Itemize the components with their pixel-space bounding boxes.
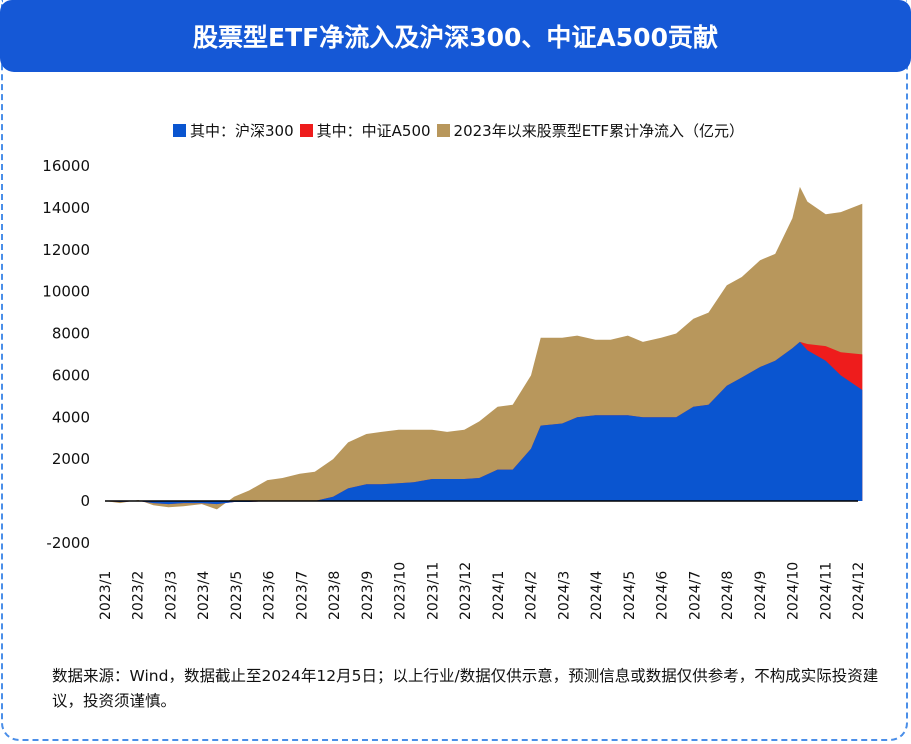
x-tick-label: 2023/3 <box>163 571 179 620</box>
legend-swatch-a500 <box>299 124 313 137</box>
legend-swatch-hs300 <box>173 124 186 137</box>
y-tick-label: 0 <box>80 492 90 510</box>
x-tick-label: 2023/1 <box>98 571 114 620</box>
x-tick-label: 2024/8 <box>720 571 736 620</box>
legend-swatch-total <box>436 124 450 137</box>
x-tick-label: 2024/5 <box>622 571 638 620</box>
legend: 其中：沪深300 其中：中证A500 2023年以来股票型ETF累计净流入（亿元… <box>0 120 911 141</box>
x-tick-label: 2024/9 <box>753 571 769 620</box>
x-tick-label: 2023/6 <box>262 571 278 620</box>
x-tick-label: 2024/12 <box>851 562 867 620</box>
x-tick-label: 2024/10 <box>786 562 802 620</box>
y-tick-label: 8000 <box>52 325 90 343</box>
y-tick-label: 10000 <box>42 283 90 301</box>
y-tick-label: 2000 <box>52 450 90 468</box>
y-tick-label: -2000 <box>46 534 90 552</box>
x-tick-label: 2023/2 <box>131 571 147 620</box>
y-tick-label: 6000 <box>52 366 90 384</box>
page-title: 股票型ETF净流入及沪深300、中证A500贡献 <box>0 0 911 72</box>
y-tick-label: 4000 <box>52 408 90 426</box>
x-tick-label: 2024/11 <box>818 562 834 620</box>
legend-label-a500: 其中：中证A500 <box>316 122 431 140</box>
x-tick-label: 2023/11 <box>425 562 441 620</box>
source-note: 数据来源：Wind，数据截止至2024年12月5日；以上行业/数据仅供示意，预测… <box>52 667 879 710</box>
x-tick-label: 2024/1 <box>491 571 507 620</box>
y-tick-label: 12000 <box>42 241 90 259</box>
x-tick-label: 2023/7 <box>294 571 310 620</box>
x-tick-label: 2024/6 <box>655 571 671 620</box>
series-area-hs300 <box>105 341 863 505</box>
x-tick-label: 2024/4 <box>589 571 605 620</box>
x-tick-label: 2024/3 <box>556 571 572 620</box>
x-tick-label: 2023/10 <box>393 562 409 620</box>
x-tick-label: 2023/12 <box>458 562 474 620</box>
x-tick-label: 2023/4 <box>196 571 212 620</box>
x-tick-label: 2023/9 <box>360 571 376 620</box>
y-tick-label: 14000 <box>42 199 90 217</box>
x-tick-label: 2023/5 <box>229 571 245 620</box>
chart-plot: -2000 0 2000 4000 6000 8000 10000 12000 14000 160… <box>42 157 867 620</box>
y-tick-label: 16000 <box>42 157 90 175</box>
legend-label-total: 2023年以来股票型ETF累计净流入（亿元） <box>453 122 744 140</box>
legend-label-hs300: 其中：沪深300 <box>190 122 294 140</box>
x-tick-label: 2024/2 <box>524 571 540 620</box>
x-tick-label: 2024/7 <box>687 571 703 620</box>
x-tick-label: 2023/8 <box>327 571 343 620</box>
